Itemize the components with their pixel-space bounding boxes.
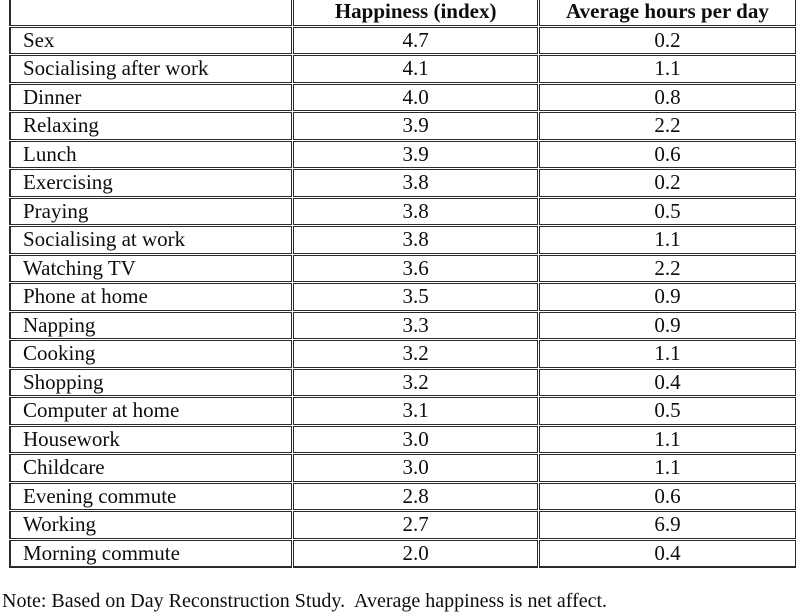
- activity-cell: Napping: [9, 311, 293, 339]
- column-header-happiness: Happiness (index): [293, 0, 538, 26]
- table-row: Praying 3.8 0.5: [9, 197, 796, 225]
- hours-cell: 1.1: [538, 454, 796, 482]
- table-row: Morning commute 2.0 0.4: [9, 539, 796, 568]
- table-row: Shopping 3.2 0.4: [9, 368, 796, 396]
- hours-cell: 0.4: [538, 368, 796, 396]
- hours-cell: 1.1: [538, 226, 796, 254]
- hours-cell: 0.4: [538, 539, 796, 568]
- table-row: Dinner 4.0 0.8: [9, 83, 796, 111]
- column-header-hours: Average hours per day: [538, 0, 796, 26]
- activity-cell: Praying: [9, 197, 293, 225]
- happiness-cell: 3.5: [293, 283, 538, 311]
- happiness-cell: 3.6: [293, 254, 538, 282]
- happiness-cell: 3.0: [293, 454, 538, 482]
- table-row: Exercising 3.8 0.2: [9, 169, 796, 197]
- happiness-cell: 3.9: [293, 112, 538, 140]
- hours-cell: 0.2: [538, 169, 796, 197]
- happiness-cell: 3.3: [293, 311, 538, 339]
- hours-cell: 0.8: [538, 83, 796, 111]
- hours-cell: 0.2: [538, 26, 796, 54]
- activity-cell: Computer at home: [9, 397, 293, 425]
- happiness-cell: 3.8: [293, 226, 538, 254]
- activity-cell: Evening commute: [9, 482, 293, 510]
- activity-cell: Dinner: [9, 83, 293, 111]
- activity-cell: Working: [9, 511, 293, 539]
- activity-cell: Exercising: [9, 169, 293, 197]
- table-row: Watching TV 3.6 2.2: [9, 254, 796, 282]
- table-row: Socialising at work 3.8 1.1: [9, 226, 796, 254]
- happiness-cell: 4.0: [293, 83, 538, 111]
- happiness-cell: 2.7: [293, 511, 538, 539]
- hours-cell: 0.9: [538, 311, 796, 339]
- happiness-cell: 3.8: [293, 169, 538, 197]
- happiness-cell: 4.1: [293, 55, 538, 83]
- hours-cell: 2.2: [538, 254, 796, 282]
- table-row: Childcare 3.0 1.1: [9, 454, 796, 482]
- note-text: Note: Based on Day Reconstruction Study.…: [2, 590, 608, 612]
- activity-cell: Socialising at work: [9, 226, 293, 254]
- hours-cell: 1.1: [538, 55, 796, 83]
- activity-cell: Phone at home: [9, 283, 293, 311]
- activity-cell: Sex: [9, 26, 293, 54]
- hours-cell: 0.6: [538, 140, 796, 168]
- activity-cell: Shopping: [9, 368, 293, 396]
- activity-cell: Lunch: [9, 140, 293, 168]
- hours-cell: 0.9: [538, 283, 796, 311]
- table-row: Napping 3.3 0.9: [9, 311, 796, 339]
- hours-cell: 0.5: [538, 397, 796, 425]
- happiness-cell: 3.2: [293, 368, 538, 396]
- activity-cell: Relaxing: [9, 112, 293, 140]
- table-row: Working 2.7 6.9: [9, 511, 796, 539]
- hours-cell: 2.2: [538, 112, 796, 140]
- happiness-cell: 3.0: [293, 425, 538, 453]
- table-row: Lunch 3.9 0.6: [9, 140, 796, 168]
- happiness-cell: 4.7: [293, 26, 538, 54]
- activities-happiness-table: Happiness (index) Average hours per day …: [8, 0, 797, 569]
- happiness-cell: 3.8: [293, 197, 538, 225]
- happiness-cell: 3.2: [293, 340, 538, 368]
- table-row: Computer at home 3.1 0.5: [9, 397, 796, 425]
- hours-cell: 6.9: [538, 511, 796, 539]
- column-header-activity: [9, 0, 293, 26]
- table-row: Relaxing 3.9 2.2: [9, 112, 796, 140]
- happiness-cell: 3.1: [293, 397, 538, 425]
- table-row: Cooking 3.2 1.1: [9, 340, 796, 368]
- hours-cell: 1.1: [538, 340, 796, 368]
- hours-cell: 0.5: [538, 197, 796, 225]
- activity-cell: Watching TV: [9, 254, 293, 282]
- header-row: Happiness (index) Average hours per day: [9, 0, 796, 26]
- table-row: Housework 3.0 1.1: [9, 425, 796, 453]
- table-row: Phone at home 3.5 0.9: [9, 283, 796, 311]
- table-row: Sex 4.7 0.2: [9, 26, 796, 54]
- happiness-cell: 2.0: [293, 539, 538, 568]
- hours-cell: 0.6: [538, 482, 796, 510]
- happiness-cell: 3.9: [293, 140, 538, 168]
- table-row: Socialising after work 4.1 1.1: [9, 55, 796, 83]
- activity-cell: Cooking: [9, 340, 293, 368]
- table-row: Evening commute 2.8 0.6: [9, 482, 796, 510]
- activity-cell: Morning commute: [9, 539, 293, 568]
- hours-cell: 1.1: [538, 425, 796, 453]
- activity-cell: Socialising after work: [9, 55, 293, 83]
- happiness-cell: 2.8: [293, 482, 538, 510]
- activity-cell: Housework: [9, 425, 293, 453]
- activity-cell: Childcare: [9, 454, 293, 482]
